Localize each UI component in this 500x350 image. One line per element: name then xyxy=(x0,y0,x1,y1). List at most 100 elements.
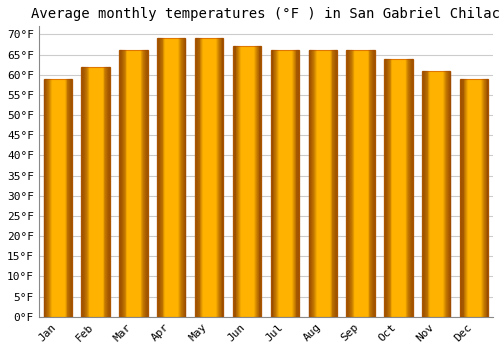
Bar xyxy=(409,58,410,317)
Bar xyxy=(310,50,311,317)
Bar xyxy=(348,50,349,317)
Bar xyxy=(144,50,145,317)
Bar xyxy=(422,71,450,317)
Bar xyxy=(47,79,48,317)
Bar xyxy=(485,79,486,317)
Bar xyxy=(124,50,126,317)
Bar xyxy=(384,58,385,317)
Bar xyxy=(332,50,334,317)
Bar xyxy=(426,71,428,317)
Bar xyxy=(196,38,198,317)
Bar xyxy=(48,79,49,317)
Bar xyxy=(424,71,426,317)
Bar xyxy=(448,71,450,317)
Bar xyxy=(422,71,423,317)
Bar xyxy=(107,66,108,317)
Bar xyxy=(219,38,220,317)
Bar xyxy=(102,66,104,317)
Bar xyxy=(334,50,335,317)
Bar xyxy=(298,50,299,317)
Bar xyxy=(294,50,296,317)
Bar xyxy=(254,47,255,317)
Bar xyxy=(122,50,123,317)
Bar xyxy=(158,38,159,317)
Bar xyxy=(46,79,47,317)
Bar xyxy=(104,66,106,317)
Bar xyxy=(216,38,217,317)
Bar xyxy=(406,58,408,317)
Bar xyxy=(66,79,68,317)
Bar xyxy=(370,50,371,317)
Bar xyxy=(350,50,351,317)
Bar xyxy=(70,79,71,317)
Bar xyxy=(233,47,261,317)
Bar xyxy=(346,50,375,317)
Bar xyxy=(466,79,467,317)
Bar xyxy=(44,79,46,317)
Bar xyxy=(270,50,272,317)
Bar xyxy=(82,66,83,317)
Bar xyxy=(312,50,313,317)
Bar xyxy=(260,47,261,317)
Bar xyxy=(160,38,162,317)
Bar xyxy=(387,58,388,317)
Bar xyxy=(423,71,424,317)
Bar xyxy=(444,71,445,317)
Bar xyxy=(461,79,462,317)
Bar xyxy=(222,38,224,317)
Bar xyxy=(181,38,182,317)
Bar xyxy=(44,79,72,317)
Bar xyxy=(460,79,488,317)
Bar xyxy=(460,79,461,317)
Bar xyxy=(390,58,392,317)
Bar xyxy=(184,38,186,317)
Bar xyxy=(119,50,148,317)
Bar xyxy=(311,50,312,317)
Bar xyxy=(410,58,411,317)
Bar xyxy=(384,58,412,317)
Bar xyxy=(200,38,201,317)
Bar xyxy=(146,50,148,317)
Bar xyxy=(123,50,124,317)
Bar xyxy=(486,79,488,317)
Bar xyxy=(374,50,375,317)
Bar xyxy=(157,38,158,317)
Bar xyxy=(86,66,88,317)
Bar xyxy=(349,50,350,317)
Bar xyxy=(180,38,181,317)
Bar xyxy=(71,79,72,317)
Bar xyxy=(408,58,409,317)
Bar xyxy=(308,50,310,317)
Bar xyxy=(239,47,240,317)
Bar xyxy=(484,79,485,317)
Bar xyxy=(106,66,107,317)
Bar xyxy=(275,50,276,317)
Bar xyxy=(447,71,448,317)
Bar xyxy=(330,50,332,317)
Bar xyxy=(368,50,370,317)
Bar xyxy=(143,50,144,317)
Bar xyxy=(195,38,224,317)
Bar xyxy=(314,50,316,317)
Bar xyxy=(182,38,183,317)
Bar xyxy=(373,50,374,317)
Bar xyxy=(481,79,482,317)
Bar xyxy=(145,50,146,317)
Bar xyxy=(49,79,50,317)
Bar xyxy=(201,38,202,317)
Bar xyxy=(352,50,354,317)
Bar xyxy=(142,50,143,317)
Bar xyxy=(218,38,219,317)
Bar xyxy=(65,79,66,317)
Bar xyxy=(183,38,184,317)
Bar xyxy=(84,66,85,317)
Bar xyxy=(258,47,260,317)
Bar xyxy=(292,50,293,317)
Bar xyxy=(272,50,274,317)
Bar xyxy=(198,38,200,317)
Bar xyxy=(482,79,483,317)
Bar xyxy=(108,66,109,317)
Bar xyxy=(462,79,464,317)
Bar xyxy=(270,50,299,317)
Bar xyxy=(296,50,298,317)
